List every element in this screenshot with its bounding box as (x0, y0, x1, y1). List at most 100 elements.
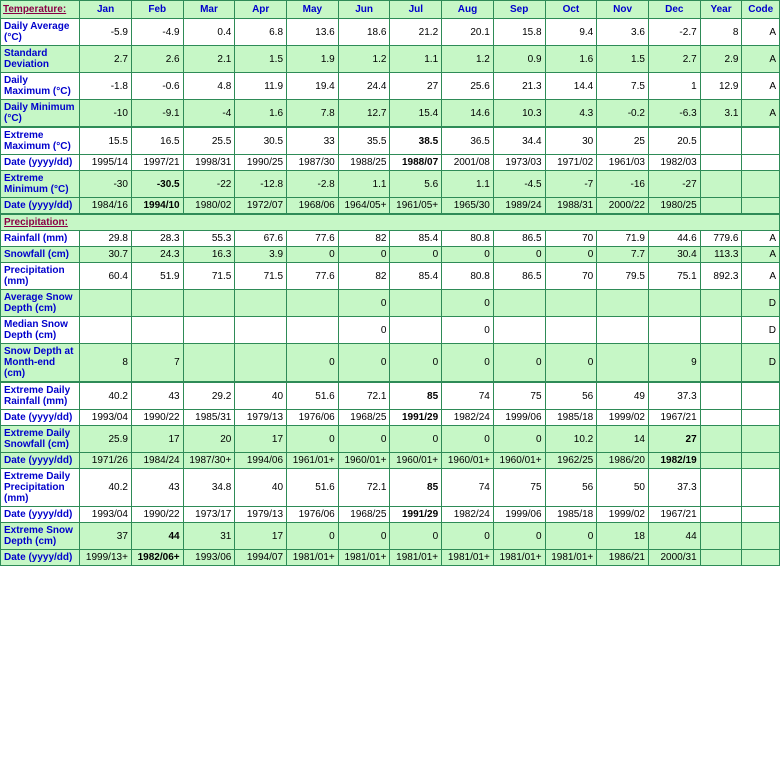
data-cell: 1993/04 (80, 410, 132, 426)
data-cell: 1971/26 (80, 453, 132, 469)
data-cell: 37 (80, 523, 132, 550)
data-cell: -7 (545, 171, 597, 198)
row-label: Average Snow Depth (cm) (1, 290, 80, 317)
data-cell: 20.1 (442, 19, 494, 46)
table-row: Extreme Maximum (°C)15.516.525.530.53335… (1, 127, 780, 155)
data-cell: 3.9 (235, 247, 287, 263)
data-cell: 1.1 (338, 171, 390, 198)
col-header-month: Oct (545, 1, 597, 19)
data-cell: 29.2 (183, 382, 235, 410)
data-cell: 34.4 (493, 127, 545, 155)
col-header-month: Sep (493, 1, 545, 19)
data-cell (700, 317, 742, 344)
data-cell (700, 171, 742, 198)
data-cell (742, 469, 780, 507)
data-cell: 1.2 (442, 46, 494, 73)
data-cell: 56 (545, 382, 597, 410)
data-cell: 15.5 (80, 127, 132, 155)
data-cell: 1982/24 (442, 507, 494, 523)
data-cell: 1962/25 (545, 453, 597, 469)
data-cell: 1982/19 (648, 453, 700, 469)
table-row: Standard Deviation2.72.62.11.51.91.21.11… (1, 46, 780, 73)
data-cell: 0 (287, 523, 339, 550)
data-cell: 1991/29 (390, 507, 442, 523)
data-cell (742, 382, 780, 410)
data-cell (700, 127, 742, 155)
row-label: Extreme Daily Snowfall (cm) (1, 426, 80, 453)
row-label: Rainfall (mm) (1, 231, 80, 247)
data-cell: 1990/25 (235, 155, 287, 171)
data-cell: 1968/06 (287, 198, 339, 215)
data-cell: 2000/31 (648, 550, 700, 566)
data-cell: 0 (338, 290, 390, 317)
data-cell: 18.6 (338, 19, 390, 46)
data-cell: 27 (390, 73, 442, 100)
table-row: Daily Maximum (°C)-1.8-0.64.811.919.424.… (1, 73, 780, 100)
data-cell: 30.7 (80, 247, 132, 263)
data-cell (742, 523, 780, 550)
data-cell: 1964/05+ (338, 198, 390, 215)
col-header-year: Year (700, 1, 742, 19)
row-label: Extreme Minimum (°C) (1, 171, 80, 198)
data-cell: 1981/01+ (442, 550, 494, 566)
col-header-month: Dec (648, 1, 700, 19)
table-row: Extreme Daily Snowfall (cm)25.9172017000… (1, 426, 780, 453)
data-cell (493, 317, 545, 344)
row-label: Extreme Snow Depth (cm) (1, 523, 80, 550)
data-cell (700, 155, 742, 171)
data-cell: 71.5 (235, 263, 287, 290)
data-cell: 1984/24 (131, 453, 183, 469)
data-cell: 20 (183, 426, 235, 453)
data-cell: 16.5 (131, 127, 183, 155)
data-cell: 1999/06 (493, 410, 545, 426)
table-body: Daily Average (°C)-5.9-4.90.46.813.618.6… (1, 19, 780, 566)
data-cell (545, 317, 597, 344)
col-header-month: Jan (80, 1, 132, 19)
data-cell: A (742, 263, 780, 290)
data-cell: 1960/01+ (442, 453, 494, 469)
data-cell: 3.6 (597, 19, 649, 46)
data-cell: 1994/10 (131, 198, 183, 215)
data-cell: 75 (493, 382, 545, 410)
data-cell: 0 (442, 317, 494, 344)
data-cell: 7.5 (597, 73, 649, 100)
table-header: Temperature:JanFebMarAprMayJunJulAugSepO… (1, 1, 780, 19)
data-cell: 25.5 (183, 127, 235, 155)
data-cell: 55.3 (183, 231, 235, 247)
data-cell: 1960/01+ (338, 453, 390, 469)
data-cell: 70 (545, 231, 597, 247)
data-cell: D (742, 317, 780, 344)
data-cell: 37.3 (648, 469, 700, 507)
data-cell (700, 426, 742, 453)
data-cell: 36.5 (442, 127, 494, 155)
data-cell: 14.6 (442, 100, 494, 128)
data-cell: 51.9 (131, 263, 183, 290)
data-cell: 1.9 (287, 46, 339, 73)
data-cell: 1972/07 (235, 198, 287, 215)
data-cell: 0 (338, 344, 390, 383)
section-header-temperature: Temperature: (1, 1, 80, 19)
data-cell: 0 (442, 344, 494, 383)
data-cell: 1960/01+ (390, 453, 442, 469)
data-cell: 9.4 (545, 19, 597, 46)
data-cell: 19.4 (287, 73, 339, 100)
data-cell: 779.6 (700, 231, 742, 247)
data-cell: 29.8 (80, 231, 132, 247)
data-cell: 0 (442, 247, 494, 263)
data-cell: 1961/03 (597, 155, 649, 171)
data-cell (742, 410, 780, 426)
data-cell (700, 410, 742, 426)
data-cell: 1981/01+ (287, 550, 339, 566)
data-cell: 35.5 (338, 127, 390, 155)
data-cell: 0 (442, 523, 494, 550)
data-cell: 1993/06 (183, 550, 235, 566)
data-cell (131, 317, 183, 344)
data-cell: 82 (338, 263, 390, 290)
row-label: Daily Average (°C) (1, 19, 80, 46)
data-cell: A (742, 46, 780, 73)
data-cell: 24.3 (131, 247, 183, 263)
data-cell: 0.9 (493, 46, 545, 73)
data-cell: 0 (338, 317, 390, 344)
data-cell: A (742, 73, 780, 100)
data-cell: 1988/07 (390, 155, 442, 171)
